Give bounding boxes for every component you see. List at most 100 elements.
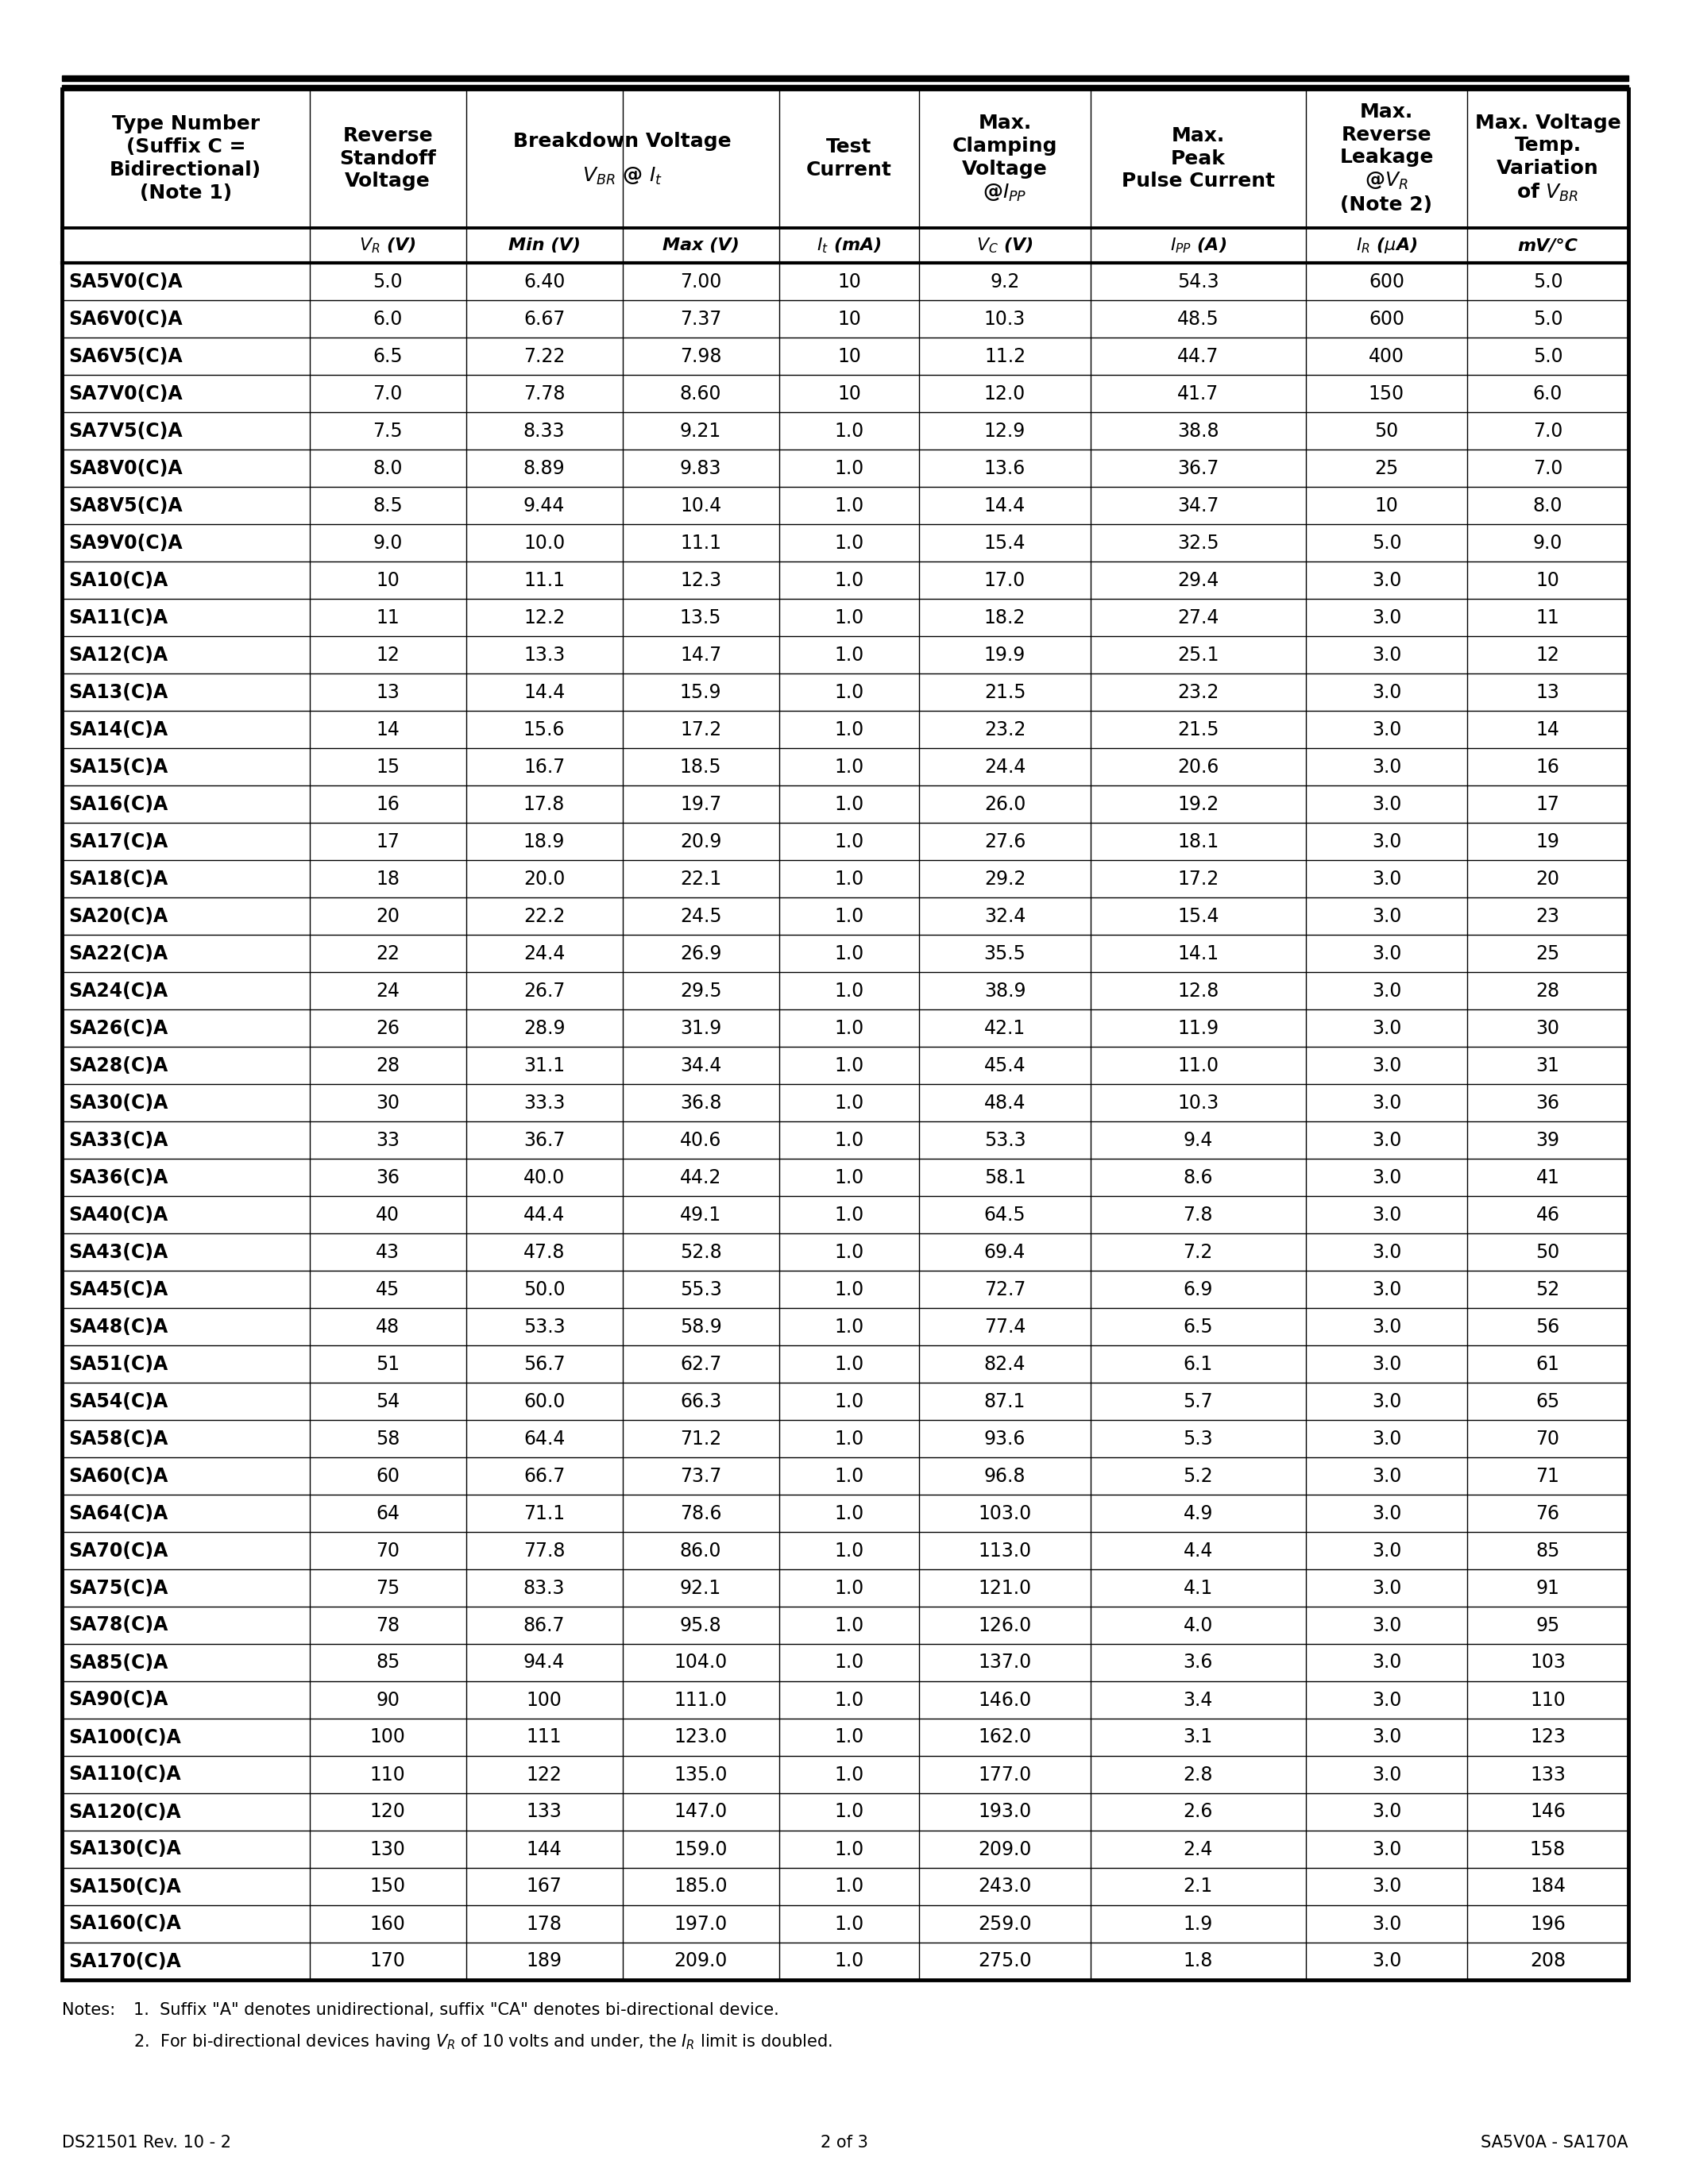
Text: 209.0: 209.0 [977,1839,1031,1859]
Text: 1.0: 1.0 [834,1391,864,1411]
Text: 11.9: 11.9 [1178,1018,1219,1037]
Text: 62.7: 62.7 [680,1354,721,1374]
Text: SA18(C)A: SA18(C)A [68,869,167,889]
Text: 196: 196 [1529,1915,1565,1933]
Text: 159.0: 159.0 [674,1839,728,1859]
Text: 71.1: 71.1 [523,1505,565,1522]
Text: 120: 120 [370,1802,405,1821]
Text: 12.2: 12.2 [523,607,565,627]
Text: 12.8: 12.8 [1177,981,1219,1000]
Text: 14: 14 [1536,721,1560,738]
Text: 56.7: 56.7 [523,1354,565,1374]
Text: 150: 150 [1369,384,1404,404]
Text: 1.9: 1.9 [1183,1915,1214,1933]
Text: 1.0: 1.0 [834,1839,864,1859]
Text: 3.0: 3.0 [1372,684,1401,701]
Text: 3.0: 3.0 [1372,1839,1401,1859]
Text: Max.
Reverse
Leakage
@$V_R$
(Note 2): Max. Reverse Leakage @$V_R$ (Note 2) [1340,103,1433,214]
Text: SA9V0(C)A: SA9V0(C)A [68,533,182,553]
Text: 1.  Suffix "A" denotes unidirectional, suffix "CA" denotes bi-directional device: 1. Suffix "A" denotes unidirectional, su… [133,2003,780,2018]
Text: 24.4: 24.4 [523,943,565,963]
Text: 7.0: 7.0 [1533,459,1563,478]
Text: 15.9: 15.9 [680,684,721,701]
Text: 3.0: 3.0 [1372,1728,1401,1747]
Text: 31.9: 31.9 [680,1018,721,1037]
Text: 1.0: 1.0 [834,758,864,775]
Text: 1.0: 1.0 [834,1653,864,1673]
Text: 1.0: 1.0 [834,496,864,515]
Text: 11.1: 11.1 [523,570,565,590]
Text: 26.7: 26.7 [523,981,565,1000]
Text: 22.1: 22.1 [680,869,721,889]
Text: 86.7: 86.7 [523,1616,565,1636]
Text: 104.0: 104.0 [674,1653,728,1673]
Text: 5.0: 5.0 [1533,273,1563,290]
Text: 1.0: 1.0 [834,1094,864,1112]
Text: 3.0: 3.0 [1372,1055,1401,1075]
Text: 8.5: 8.5 [373,496,403,515]
Text: 3.0: 3.0 [1372,721,1401,738]
Text: 48: 48 [376,1317,400,1337]
Text: 85: 85 [1536,1542,1560,1559]
Text: 15.4: 15.4 [984,533,1026,553]
Text: 8.89: 8.89 [523,459,565,478]
Text: 3.0: 3.0 [1372,832,1401,852]
Text: Test
Current: Test Current [807,138,891,179]
Text: Notes:: Notes: [62,2003,115,2018]
Text: 58.1: 58.1 [984,1168,1026,1186]
Text: 56: 56 [1536,1317,1560,1337]
Text: 1.0: 1.0 [834,1579,864,1597]
Text: 52.8: 52.8 [680,1243,722,1262]
Text: 64.4: 64.4 [523,1428,565,1448]
Text: 6.40: 6.40 [523,273,565,290]
Text: SA45(C)A: SA45(C)A [68,1280,167,1299]
Text: SA100(C)A: SA100(C)A [68,1728,181,1747]
Text: 11: 11 [376,607,400,627]
Text: 10: 10 [837,273,861,290]
Text: 13.3: 13.3 [523,644,565,664]
Text: 1.0: 1.0 [834,869,864,889]
Text: SA160(C)A: SA160(C)A [68,1915,181,1933]
Text: 178: 178 [527,1915,562,1933]
Text: 13: 13 [1536,684,1560,701]
Text: 38.9: 38.9 [984,981,1026,1000]
Text: 1.8: 1.8 [1183,1952,1214,1970]
Text: 17: 17 [376,832,400,852]
Text: SA26(C)A: SA26(C)A [68,1018,167,1037]
Text: SA16(C)A: SA16(C)A [68,795,167,815]
Text: 75: 75 [376,1579,400,1597]
Text: DS21501 Rev. 10 - 2: DS21501 Rev. 10 - 2 [62,2134,231,2151]
Text: 17: 17 [1536,795,1560,815]
Text: $V_{BR}$ @ $I_t$: $V_{BR}$ @ $I_t$ [582,166,663,186]
Text: 24.4: 24.4 [984,758,1026,775]
Text: Max.
Clamping
Voltage
@$I_{PP}$: Max. Clamping Voltage @$I_{PP}$ [952,114,1057,203]
Text: SA7V5(C)A: SA7V5(C)A [68,422,182,441]
Text: 70: 70 [376,1542,400,1559]
Text: 78: 78 [376,1616,400,1636]
Text: SA8V0(C)A: SA8V0(C)A [68,459,182,478]
Text: SA24(C)A: SA24(C)A [68,981,167,1000]
Text: 3.0: 3.0 [1372,1354,1401,1374]
Text: 1.0: 1.0 [834,570,864,590]
Text: 208: 208 [1529,1952,1566,1970]
Text: 184: 184 [1529,1876,1566,1896]
Text: 193.0: 193.0 [977,1802,1031,1821]
Text: 28.9: 28.9 [523,1018,565,1037]
Text: 1.0: 1.0 [834,1505,864,1522]
Text: 3.0: 3.0 [1372,1391,1401,1411]
Text: 144: 144 [527,1839,562,1859]
Text: 60: 60 [376,1465,400,1485]
Text: 93.6: 93.6 [984,1428,1026,1448]
Text: 209.0: 209.0 [674,1952,728,1970]
Text: 96.8: 96.8 [984,1465,1026,1485]
Text: 12.9: 12.9 [984,422,1026,441]
Text: 126.0: 126.0 [977,1616,1031,1636]
Text: 3.0: 3.0 [1372,1465,1401,1485]
Text: 61: 61 [1536,1354,1560,1374]
Text: 130: 130 [370,1839,405,1859]
Text: 1.0: 1.0 [834,1616,864,1636]
Text: 20.6: 20.6 [1177,758,1219,775]
Text: 10: 10 [837,347,861,365]
Text: 3.0: 3.0 [1372,1018,1401,1037]
Text: 14.4: 14.4 [984,496,1026,515]
